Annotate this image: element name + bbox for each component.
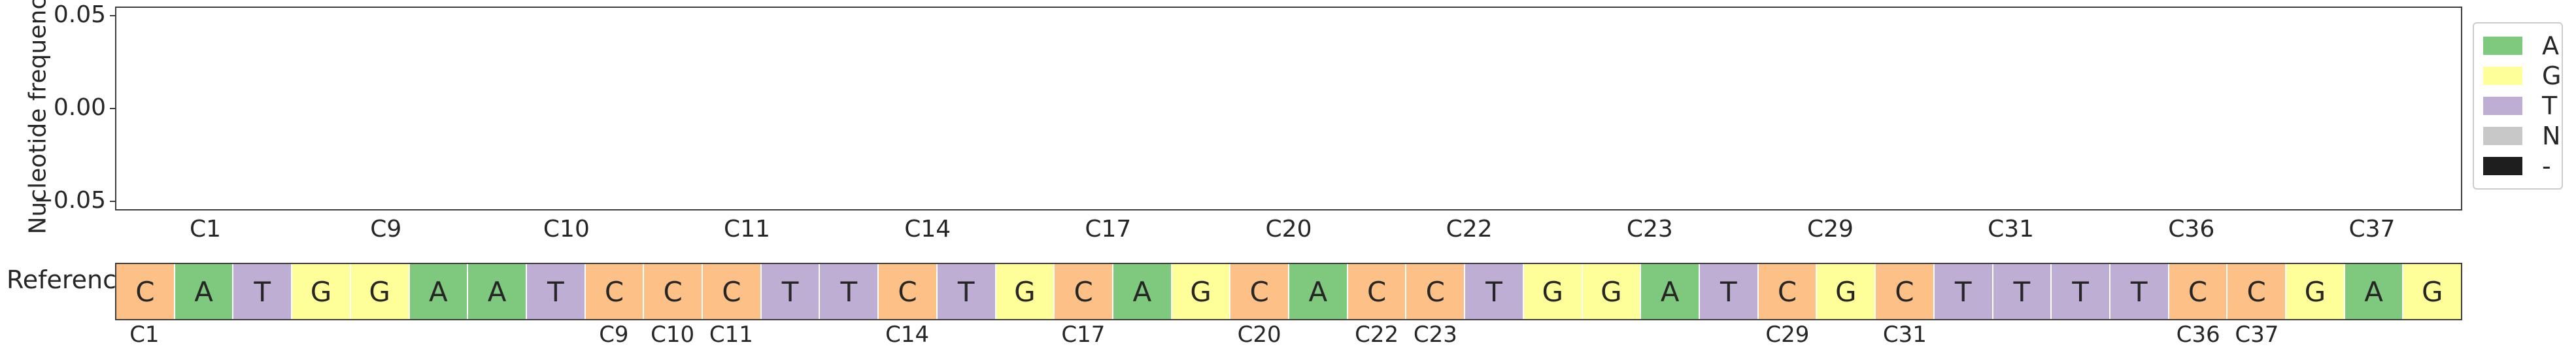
- reference-base-cell: T: [1465, 264, 1524, 319]
- reference-base-cell: G: [1817, 264, 1876, 319]
- reference-base-cell: C: [644, 264, 703, 319]
- reference-base-cell: C: [2228, 264, 2287, 319]
- x-tick-label: C11: [724, 216, 771, 243]
- x-tick-label: C37: [2348, 216, 2396, 243]
- legend-swatch: [2483, 97, 2522, 115]
- x-tick-label: C20: [1265, 216, 1312, 243]
- x-tick-label: C10: [543, 216, 590, 243]
- reference-position-label: C9: [599, 322, 629, 348]
- reference-base-cell: A: [1113, 264, 1172, 319]
- reference-base-cell: T: [526, 264, 586, 319]
- x-tick-label: C29: [1806, 216, 1854, 243]
- reference-base-cell: G: [1582, 264, 1642, 319]
- reference-base-cell: C: [1406, 264, 1466, 319]
- reference-base-cell: G: [1523, 264, 1583, 319]
- plot-area: [115, 7, 2462, 210]
- legend-swatch: [2483, 37, 2522, 55]
- reference-position-label: C11: [709, 322, 753, 348]
- y-tick-mark: [110, 108, 115, 109]
- reference-label: Reference: [7, 265, 132, 294]
- legend-entry: N: [2483, 122, 2561, 150]
- reference-base-cell: C: [1230, 264, 1290, 319]
- reference-base-cell: G: [2403, 264, 2462, 319]
- legend-swatch: [2483, 157, 2522, 175]
- legend-swatch: [2483, 67, 2522, 85]
- reference-base-cell: G: [350, 264, 410, 319]
- reference-position-label: C1: [129, 322, 160, 348]
- y-tick-mark: [110, 200, 115, 202]
- y-tick-mark: [110, 15, 115, 17]
- reference-base-cell: T: [937, 264, 996, 319]
- reference-position-label: C31: [1882, 322, 1927, 348]
- reference-base-cell: C: [1347, 264, 1407, 319]
- legend-entry: G: [2483, 61, 2562, 90]
- x-tick-label: C1: [190, 216, 222, 243]
- reference-base-cell: C: [879, 264, 938, 319]
- reference-base-cell: C: [116, 264, 175, 319]
- reference-base-cell: T: [820, 264, 879, 319]
- reference-base-cell: T: [761, 264, 821, 319]
- reference-position-label: C37: [2235, 322, 2279, 348]
- x-tick-label: C22: [1446, 216, 1493, 243]
- legend-entry: T: [2483, 92, 2558, 120]
- reference-base-cell: A: [175, 264, 234, 319]
- reference-base-cell: T: [233, 264, 293, 319]
- reference-base-cell: A: [2345, 264, 2404, 319]
- reference-position-label: C23: [1413, 322, 1457, 348]
- x-tick-label: C17: [1085, 216, 1132, 243]
- reference-base-cell: T: [1993, 264, 2052, 319]
- x-tick-label: C14: [904, 216, 951, 243]
- legend-entry: A: [2483, 31, 2559, 60]
- reference-base-cell: T: [1699, 264, 1759, 319]
- reference-base-cell: C: [1055, 264, 1113, 319]
- y-tick-label: 0.00: [53, 94, 106, 121]
- x-tick-label: C36: [2168, 216, 2215, 243]
- reference-base-cell: A: [1641, 264, 1700, 319]
- reference-position-label: C20: [1237, 322, 1281, 348]
- legend-swatch: [2483, 127, 2522, 145]
- legend-entry: -: [2483, 152, 2551, 180]
- reference-base-cell: A: [409, 264, 469, 319]
- reference-base-cell: C: [1876, 264, 1935, 319]
- reference-position-label: C22: [1355, 322, 1399, 348]
- x-tick-label: C9: [370, 216, 402, 243]
- reference-base-cell: T: [2052, 264, 2110, 319]
- reference-base-cell: G: [292, 264, 351, 319]
- reference-position-label: C10: [651, 322, 695, 348]
- reference-base-cell: C: [2169, 264, 2228, 319]
- y-tick-label: 0.05: [53, 1, 106, 29]
- reference-position-label: C14: [885, 322, 930, 348]
- reference-position-label: C17: [1061, 322, 1106, 348]
- x-tick-label: C31: [1988, 216, 2035, 243]
- reference-base-cell: G: [996, 264, 1055, 319]
- legend-label: G: [2542, 61, 2562, 90]
- reference-base-cell: A: [1289, 264, 1348, 319]
- legend-label: -: [2542, 152, 2551, 180]
- reference-position-label: C36: [2176, 322, 2220, 348]
- reference-base-cell: T: [1934, 264, 1993, 319]
- reference-base-cell: G: [1172, 264, 1231, 319]
- reference-base-cell: A: [468, 264, 527, 319]
- reference-base-cell: G: [2286, 264, 2345, 319]
- reference-base-cell: C: [703, 264, 762, 319]
- x-tick-label: C23: [1626, 216, 1673, 243]
- legend-label: A: [2542, 31, 2559, 60]
- reference-base-cell: C: [585, 264, 645, 319]
- legend-label: N: [2542, 122, 2561, 150]
- reference-base-cell: C: [1758, 264, 1818, 319]
- y-tick-label: −0.05: [33, 186, 106, 214]
- reference-position-label: C29: [1765, 322, 1810, 348]
- legend-label: T: [2542, 92, 2558, 120]
- reference-base-cell: T: [2110, 264, 2169, 319]
